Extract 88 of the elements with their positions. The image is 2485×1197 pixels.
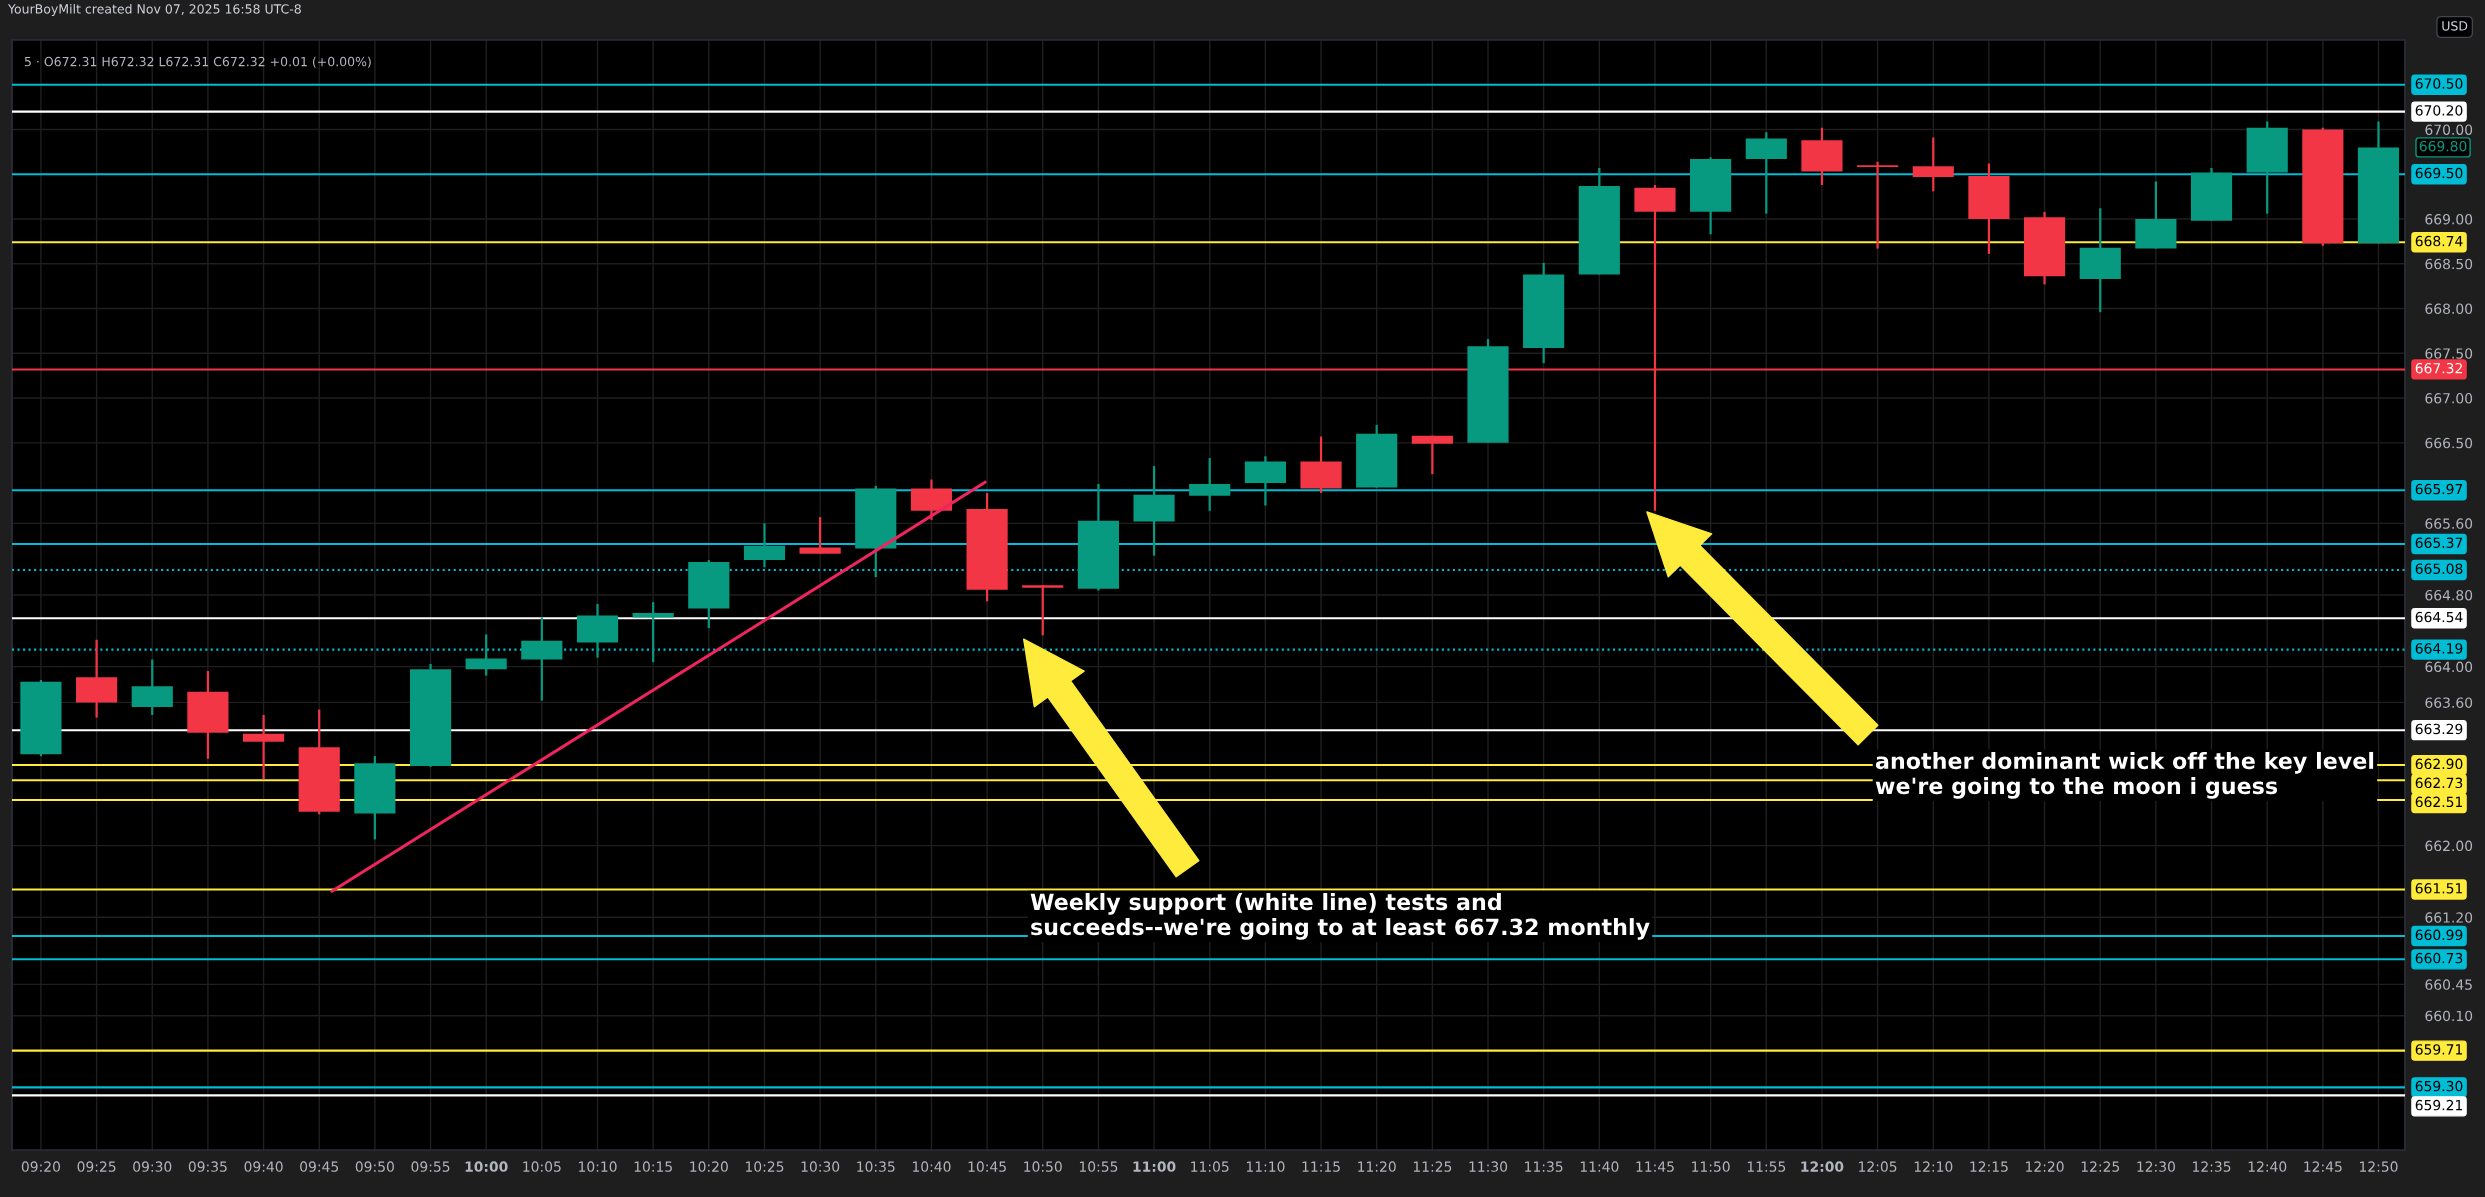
x-tick-label: 10:05 bbox=[523, 1161, 561, 1172]
x-tick-label: 09:45 bbox=[300, 1161, 339, 1172]
ref-line-label: 665.08 bbox=[2415, 563, 2463, 574]
y-tick-label: 660.45 bbox=[2425, 979, 2472, 990]
y-tick-label: 660.10 bbox=[2425, 1010, 2473, 1022]
x-tick-label: 09:20 bbox=[21, 1161, 61, 1172]
y-tick-label: 663.60 bbox=[2425, 697, 2473, 708]
y-tick-label: 664.80 bbox=[2425, 589, 2473, 601]
x-tick-label: 12:25 bbox=[2081, 1161, 2120, 1172]
x-tick-label: 12:40 bbox=[2248, 1161, 2287, 1172]
x-tick-label: 10:10 bbox=[579, 1161, 617, 1172]
x-tick-label: 12:05 bbox=[1859, 1161, 1897, 1172]
x-tick-label: 12:15 bbox=[1970, 1161, 2008, 1172]
x-tick-label: 11:05 bbox=[1191, 1161, 1229, 1172]
x-tick-label: 10:40 bbox=[912, 1161, 951, 1172]
x-tick-label: 09:40 bbox=[244, 1161, 283, 1172]
annotation: another dominant wick off the key level we're going to the moon i guess bbox=[1875, 751, 2374, 799]
ref-line-label: 659.21 bbox=[2415, 1099, 2463, 1111]
x-tick-label: 12:10 bbox=[1914, 1161, 1953, 1172]
candlestick bbox=[243, 713, 285, 781]
y-tick-label: 665.60 bbox=[2425, 518, 2473, 529]
annotation: Weekly support (white line) tests and succeeds--we're going to at least 667.32 monthly bbox=[1030, 893, 1650, 940]
ref-line-label: 670.20 bbox=[2415, 105, 2463, 116]
x-tick-label: 10:30 bbox=[801, 1161, 840, 1172]
annotation: 669.80 bbox=[2419, 140, 2467, 152]
x-tick-label: 10:15 bbox=[634, 1161, 672, 1172]
x-tick-label: 12:20 bbox=[2026, 1161, 2064, 1172]
text: 5 · O672.31 H672.32 L672.31 C672.32 +0.01 (+0.00%) bbox=[24, 56, 371, 68]
x-tick-label: 11:35 bbox=[1525, 1161, 1563, 1172]
y-tick-label: 667.00 bbox=[2425, 393, 2473, 404]
y-tick-label: 668.00 bbox=[2425, 303, 2473, 315]
x-tick-label: 09:35 bbox=[188, 1161, 227, 1172]
candlestick bbox=[465, 633, 507, 677]
x-tick-label: 12:35 bbox=[2193, 1161, 2231, 1172]
x-tick-label: 12:50 bbox=[2360, 1161, 2398, 1172]
ref-line-label: 668.74 bbox=[2415, 235, 2463, 247]
x-tick-label: 12:00 bbox=[1801, 1161, 1844, 1172]
x-tick-label: 11:15 bbox=[1302, 1161, 1340, 1172]
y-tick-label: 664.00 bbox=[2425, 661, 2473, 673]
ref-line-label: 659.30 bbox=[2415, 1080, 2463, 1092]
ref-line-label: 660.73 bbox=[2415, 952, 2463, 964]
x-tick-label: 11:45 bbox=[1636, 1161, 1674, 1172]
ref-line-label: 670.50 bbox=[2415, 78, 2463, 89]
ref-line-label: 660.99 bbox=[2415, 929, 2463, 941]
y-tick-label: 669.00 bbox=[2425, 214, 2473, 225]
x-tick-label: 11:30 bbox=[1469, 1161, 1508, 1172]
x-tick-label: 09:50 bbox=[355, 1161, 394, 1172]
ref-line-label: 669.50 bbox=[2415, 167, 2463, 179]
x-tick-label: 11:50 bbox=[1692, 1161, 1730, 1172]
ref-line-label: 661.51 bbox=[2415, 883, 2463, 894]
x-tick-label: 10:00 bbox=[465, 1161, 508, 1172]
y-tick-label: 667.50 bbox=[2425, 348, 2473, 359]
x-tick-label: 10:35 bbox=[857, 1161, 895, 1172]
x-tick-label: 10:25 bbox=[746, 1161, 784, 1172]
x-tick-label: 09:25 bbox=[77, 1161, 116, 1172]
y-tick-label: 662.00 bbox=[2425, 840, 2473, 852]
y-tick-label: 661.20 bbox=[2425, 912, 2473, 923]
x-tick-label: 10:20 bbox=[690, 1161, 728, 1172]
x-tick-label: 10:55 bbox=[1079, 1161, 1118, 1172]
x-tick-label: 12:45 bbox=[2304, 1161, 2342, 1172]
x-tick-label: 09:55 bbox=[411, 1161, 450, 1172]
x-tick-label: 11:10 bbox=[1246, 1161, 1285, 1172]
ref-line-label: 665.37 bbox=[2415, 537, 2463, 549]
y-tick-label: 668.50 bbox=[2425, 258, 2473, 270]
ref-line-label: 667.32 bbox=[2415, 362, 2462, 374]
x-tick-label: 11:00 bbox=[1133, 1161, 1176, 1172]
candlestick bbox=[1856, 160, 1899, 250]
ref-line-label: 659.71 bbox=[2415, 1044, 2463, 1055]
x-tick-label: 10:50 bbox=[1024, 1161, 1062, 1172]
x-tick-label: 11:40 bbox=[1580, 1161, 1619, 1172]
ref-line-label: 662.90 bbox=[2415, 758, 2463, 770]
x-tick-label: 10:45 bbox=[968, 1161, 1006, 1172]
ref-line-label: 662.73 bbox=[2415, 777, 2463, 789]
ref-line-label: 663.29 bbox=[2415, 723, 2463, 735]
text: USD bbox=[2442, 21, 2468, 31]
x-tick-label: 12:30 bbox=[2137, 1161, 2175, 1172]
x-tick-label: 09:30 bbox=[133, 1161, 172, 1172]
y-tick-label: 666.50 bbox=[2425, 437, 2473, 449]
ref-line-label: 664.54 bbox=[2415, 611, 2463, 623]
x-tick-label: 11:20 bbox=[1358, 1161, 1396, 1172]
ref-line-label: 664.19 bbox=[2415, 643, 2463, 654]
chart-title: YourBoyMilt created Nov 07, 2025 16:58 UTC-8 bbox=[7, 3, 301, 17]
candlestick bbox=[1022, 584, 1064, 637]
y-tick-label: 670.00 bbox=[2425, 124, 2473, 135]
x-tick-label: 11:55 bbox=[1747, 1161, 1786, 1172]
ref-line-label: 665.97 bbox=[2415, 483, 2463, 495]
ref-line-label: 662.51 bbox=[2415, 796, 2463, 808]
x-tick-label: 11:25 bbox=[1413, 1161, 1452, 1172]
